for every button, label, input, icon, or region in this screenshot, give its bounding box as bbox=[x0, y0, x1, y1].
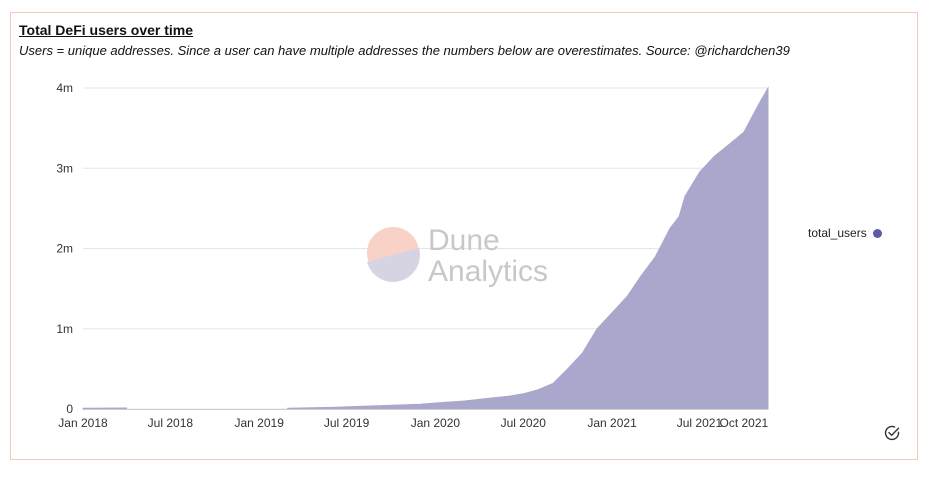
area-total-users bbox=[287, 86, 769, 410]
y-tick-label: 1m bbox=[56, 322, 73, 336]
x-tick-label: Jul 2018 bbox=[148, 416, 194, 430]
x-tick-label: Oct 2021 bbox=[720, 416, 769, 430]
watermark-text-line1: Dune bbox=[428, 224, 500, 257]
y-tick-label: 4m bbox=[56, 81, 73, 95]
x-axis: Jan 2018 Jul 2018 Jan 2019 Jul 2019 Jan 2020… bbox=[58, 409, 769, 430]
x-tick-label: Jan 2020 bbox=[411, 416, 461, 430]
watermark-text-line2: Analytics bbox=[428, 255, 548, 288]
chart-title[interactable]: Total DeFi users over time bbox=[19, 22, 194, 38]
x-tick-label: Jan 2021 bbox=[587, 416, 637, 430]
legend-dot-icon bbox=[872, 228, 882, 238]
legend[interactable]: total_users bbox=[808, 226, 882, 240]
legend-label: total_users bbox=[808, 226, 867, 240]
x-tick-label: Jul 2021 bbox=[677, 416, 723, 430]
x-tick-label: Jan 2018 bbox=[58, 416, 108, 430]
x-tick-label: Jul 2020 bbox=[501, 416, 547, 430]
y-tick-label: 2m bbox=[56, 242, 73, 256]
x-tick-label: Jul 2019 bbox=[324, 416, 370, 430]
chart-subtitle: Users = unique addresses. Since a user c… bbox=[19, 43, 790, 58]
area-total-users bbox=[82, 407, 127, 410]
watermark-logo-bottom bbox=[367, 248, 420, 282]
check-circle-icon[interactable] bbox=[883, 424, 901, 442]
x-tick-label: Jan 2019 bbox=[235, 416, 285, 430]
y-tick-label: 3m bbox=[56, 161, 73, 175]
y-axis: 0 1m 2m 3m 4m bbox=[56, 81, 73, 416]
dune-analytics-watermark: Dune Analytics bbox=[367, 224, 548, 288]
y-tick-label: 0 bbox=[66, 402, 73, 416]
